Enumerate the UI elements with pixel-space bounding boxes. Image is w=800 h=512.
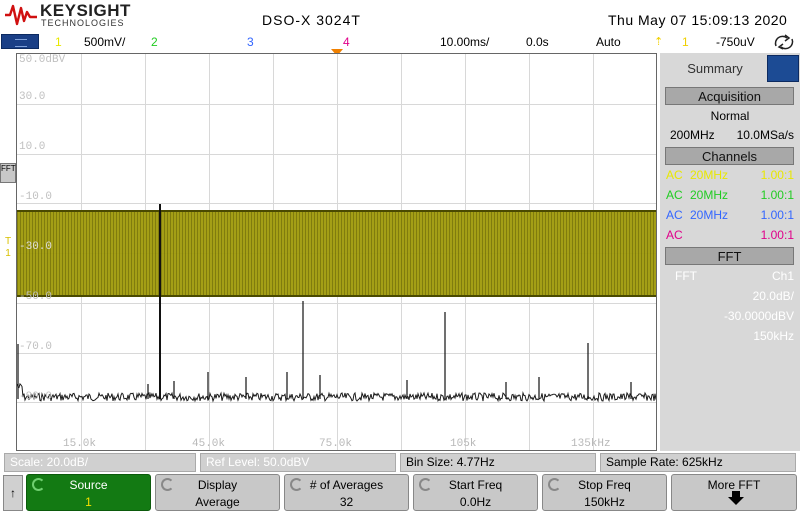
bin-size-info: Bin Size: 4.77Hz [400,453,596,472]
trigger-level[interactable]: -750uV [716,35,755,49]
y-label: -90.0 [19,391,53,403]
timebase[interactable]: 10.00ms/ [440,35,490,49]
arrow-down-icon [728,491,744,505]
ch1-scale[interactable]: 500mV/ [84,35,126,49]
date-time: Thu May 07 15:09:13 2020 [608,12,788,28]
softkey-value: 0.0Hz [459,495,492,509]
x-label: 105k [450,438,477,450]
y-label: 10.0 [19,141,46,153]
y-label: -50.0 [19,291,53,303]
trigger-mode[interactable]: Auto [596,35,621,49]
channels-header: Channels [665,147,794,165]
x-label: 15.0k [63,438,97,450]
ch1-waveform-texture [17,211,656,296]
acquisition-mode: Normal [710,109,750,123]
channel-probe: 1.00:1 [760,208,794,222]
y-label: -70.0 [19,341,53,353]
softkey-value: 32 [339,495,354,509]
fft-offset: -30.0000dBV [723,309,794,323]
channel-coupling: AC [666,208,683,222]
fft-header: FFT [665,247,794,265]
softkey-bar: ↑ Source 1 Display Average # of Averages… [0,473,800,512]
stop-freq-softkey[interactable]: Stop Freq 150kHz [542,474,667,511]
acquisition-bandwidth: 200MHz [670,128,715,142]
fft-label: FFT [675,269,697,283]
back-button[interactable]: ↑ [3,475,23,511]
fft-trace [17,204,656,403]
menu-icon[interactable] [1,34,39,49]
acquisition-sample-rate: 10.0MSa/s [736,128,794,142]
y-label: 50.0dBV [19,54,66,66]
trigger-edge-icon: ⇡ [654,36,664,48]
ch3-number[interactable]: 3 [247,35,254,49]
fft-ground-marker[interactable]: FFT [0,163,16,183]
header-bar: KEYSIGHT TECHNOLOGIES DSO-X 3024T Thu Ma… [0,0,800,34]
fft-span: 150kHz [753,329,794,343]
channel-probe: 1.00:1 [760,188,794,202]
x-label: 135kHz [571,438,611,450]
ch1-waveform-bottom-edge [17,295,656,297]
fft-noise-floor [17,382,656,403]
channel-bandwidth: 20MHz [690,168,729,182]
averages-softkey[interactable]: # of Averages 32 [284,474,409,511]
acquisition-header: Acquisition [665,87,794,105]
softkey-value: Average [195,495,240,509]
knob-icon [548,478,561,491]
start-freq-softkey[interactable]: Start Freq 0.0Hz [413,474,538,511]
fft-scale: 20.0dB/ [752,289,794,303]
tab-summary[interactable]: Summary [687,61,743,76]
ref-level-info: Ref Level: 50.0dBV [200,453,396,472]
brand-name: KEYSIGHT [40,1,131,20]
ch1-waveform-top-edge [17,210,656,212]
channel-probe: 1.00:1 [760,168,794,182]
trigger-source[interactable]: 1 [682,35,689,49]
waveform-display[interactable]: 50.0dBV 30.0 10.0 -10.0 -30.0 -50.0 -70.… [16,53,657,451]
source-softkey[interactable]: Source 1 [26,474,151,511]
summary-panel: Summary Acquisition Normal 200MHz 10.0MS… [660,53,800,451]
x-label: 45.0k [192,438,226,450]
x-label: 75.0k [319,438,353,450]
brand-subtitle: TECHNOLOGIES [41,18,125,28]
channel-coupling: AC [666,168,683,182]
info-row: Scale: 20.0dB/ Ref Level: 50.0dBV Bin Si… [0,453,800,472]
channel-bandwidth: 20MHz [690,188,729,202]
rotate-icon[interactable] [771,33,797,51]
ch1-waveform-band [17,211,656,296]
softkey-label: Source [69,478,108,492]
channel-coupling: AC [666,188,683,202]
channel-coupling: AC [666,228,683,242]
knob-icon [32,478,45,491]
y-label: -10.0 [19,191,53,203]
knob-icon [161,478,174,491]
tab-grid-icon[interactable] [767,55,799,82]
keysight-logo-icon [5,4,37,26]
ch2-number[interactable]: 2 [151,35,158,49]
channel-probe: 1.00:1 [760,228,794,242]
softkey-value: 1 [85,495,92,509]
fft-source: Ch1 [771,269,794,283]
softkey-label: Start Freq [448,478,503,492]
y-label: 30.0 [19,91,46,103]
model-name: DSO-X 3024T [262,12,361,28]
ch1-number[interactable]: 1 [55,35,62,49]
delay[interactable]: 0.0s [526,35,549,49]
trigger-position-marker[interactable] [331,49,343,56]
scale-info: Scale: 20.0dB/ [4,453,196,472]
channel-bandwidth: 20MHz [690,208,729,222]
sample-rate-info: Sample Rate: 625kHz [600,453,796,472]
status-bar: 1 500mV/ 2 3 4 10.00ms/ 0.0s Auto ⇡ 1 -7… [0,34,800,50]
softkey-label: Display [197,478,238,492]
softkey-label: # of Averages [309,478,384,492]
y-label: -30.0 [19,241,53,253]
display-softkey[interactable]: Display Average [155,474,280,511]
softkey-label: More FFT [707,478,761,492]
knob-icon [419,478,432,491]
ch4-number[interactable]: 4 [343,35,350,49]
more-fft-softkey[interactable]: More FFT [671,474,797,511]
softkey-label: Stop Freq [578,478,631,492]
softkey-value: 150kHz [584,495,625,509]
knob-icon [290,478,303,491]
